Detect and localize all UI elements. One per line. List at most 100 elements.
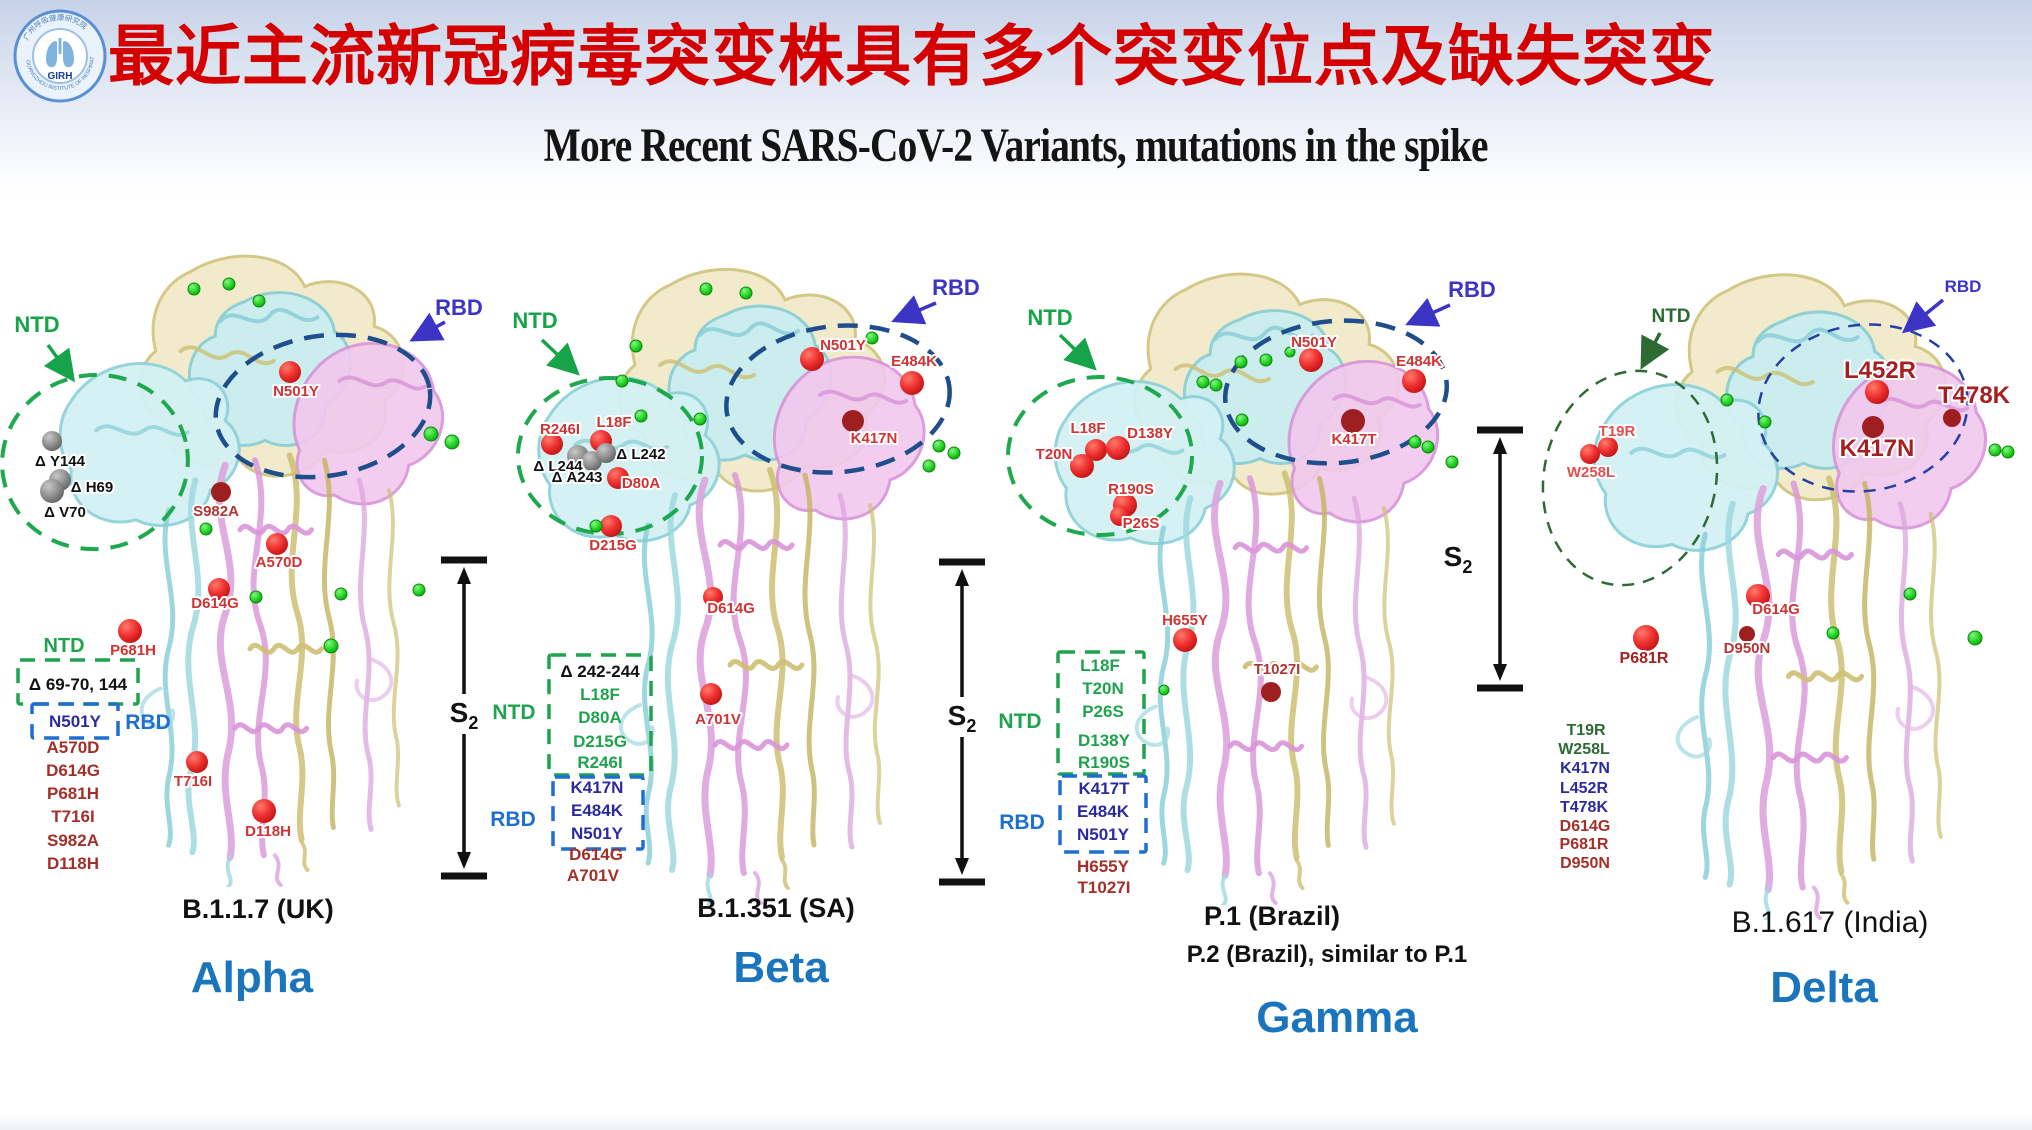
mutation-label: K417T: [1331, 431, 1376, 448]
mutation-label: D614G: [569, 845, 623, 864]
legend-rbd-box: [551, 775, 645, 851]
lungs-icon: [63, 41, 74, 68]
ntd-arrow: [1640, 332, 1670, 370]
glycan-dot: [1967, 630, 1983, 646]
mutation-sphere: [208, 578, 230, 600]
mutation-label: D614G: [191, 595, 239, 612]
ntd-arrow: [1058, 333, 1097, 371]
mutation-label: T20N: [1036, 446, 1073, 463]
variant-name: Alpha: [191, 953, 314, 1002]
mutation-sphere: [1106, 436, 1130, 460]
mutation-label: R190S: [1078, 753, 1130, 772]
mutation-label: T1027I: [1254, 661, 1301, 678]
lineage-label: P.1 (Brazil): [1204, 901, 1340, 931]
mutation-label: L452R: [1844, 357, 1916, 384]
lungs-icon: [46, 41, 57, 68]
mutation-sphere: [1865, 380, 1889, 404]
mutation-label: T716I: [174, 773, 212, 790]
mutation-label: T19R: [1566, 722, 1606, 739]
glycan-dot: [1284, 346, 1296, 358]
mutation-label: T716I: [51, 807, 94, 826]
mutation-label: T478K: [1938, 382, 2011, 409]
mutation-label: N501Y: [1077, 825, 1130, 844]
mutation-label: Δ 242-244: [560, 662, 640, 681]
mutation-label: T478K: [1560, 799, 1608, 816]
mutation-sphere: [1402, 369, 1426, 393]
mutation-label: L18F: [580, 685, 620, 704]
mutation-label: W258L: [1558, 741, 1610, 758]
glycan-dot: [1445, 455, 1459, 469]
mutation-label: Δ Y144: [35, 453, 86, 470]
mutation-label: D614G: [46, 761, 100, 780]
legend-ntd-title: NTD: [43, 635, 84, 657]
s2-label: S2: [948, 700, 977, 736]
lineage-label: B.1.1.7 (UK): [182, 894, 334, 924]
logo-inner-ring: [32, 28, 88, 84]
ntd-ellipse: [1541, 369, 1719, 587]
glycan-dot: [693, 412, 707, 426]
mutation-sphere: [1085, 439, 1107, 461]
ntd-ellipse: [1006, 375, 1194, 537]
mutation-label: D215G: [589, 537, 637, 554]
mutation-sphere: [1341, 409, 1365, 433]
legend-rbd-title: RBD: [999, 811, 1045, 834]
mutation-label: P26S: [1123, 515, 1160, 532]
glycan-dot: [323, 638, 339, 654]
glycan-dot: [1259, 353, 1273, 367]
mutation-label: P681R: [1560, 836, 1609, 853]
mutation-label: D118H: [47, 854, 99, 873]
ntd-region-label: NTD: [1027, 305, 1072, 330]
lineage-note: P.2 (Brazil), similar to P.1: [1187, 941, 1468, 968]
legend-rbd-title: RBD: [490, 808, 536, 831]
glycan-dot: [615, 374, 629, 388]
glycan-dot: [412, 583, 426, 597]
deletion-sphere: [40, 479, 64, 503]
glycan-dot: [1421, 440, 1435, 454]
glycan-dot: [589, 519, 603, 533]
glycan-dot: [865, 331, 879, 345]
mutation-label: Δ H69: [71, 479, 113, 496]
panel-beta: NTD RBD R246I L18F D80A D215G N501Y E484K K417N D…: [490, 269, 982, 992]
mutation-sphere: [1299, 348, 1323, 372]
mutation-sphere: [600, 515, 622, 537]
panel-delta: NTD RBD T19R W258L L452R T478K K417N D614G D950N…: [1541, 275, 2015, 1012]
slide-subtitle-wrap: More Recent SARS-CoV-2 Variants, mutatio…: [0, 118, 2032, 173]
glycan-dot: [629, 339, 643, 353]
mutation-sphere: [1110, 506, 1130, 526]
mutation-label: K417N: [571, 778, 624, 797]
ntd-region-label: NTD: [1651, 306, 1690, 327]
mutation-label: L18F: [1070, 420, 1105, 437]
s2-bracket: S2: [939, 558, 985, 886]
mutation-sphere: [541, 433, 563, 455]
ntd-arrow: [43, 343, 76, 383]
mutation-label: P681R: [1620, 650, 1669, 667]
mutation-sphere: [1746, 584, 1770, 608]
mutation-label: W258L: [1567, 464, 1615, 481]
glycan-dot: [699, 282, 713, 296]
legend-rbd-title: RBD: [125, 711, 171, 734]
glycan-dot: [249, 590, 263, 604]
mutation-label: P681H: [110, 642, 156, 659]
mutation-sphere: [1862, 416, 1884, 438]
mutation-label: T19R: [1599, 423, 1636, 440]
glycan-dot: [1826, 626, 1840, 640]
mutation-label: D614G: [1752, 601, 1800, 618]
mutation-label: K417N: [1560, 760, 1610, 777]
glycan-dot: [252, 294, 266, 308]
s2-bracket: S2: [441, 556, 487, 880]
mutation-label: N501Y: [49, 712, 102, 731]
mutation-sphere: [118, 619, 142, 643]
mutation-label: D138Y: [1127, 425, 1173, 442]
mutation-label: N501Y: [571, 824, 624, 843]
deletion-sphere: [596, 443, 616, 463]
mutation-sphere: [1070, 454, 1094, 478]
glycan-dot: [444, 434, 460, 450]
slide-subtitle-en: More Recent SARS-CoV-2 Variants, mutatio…: [543, 119, 1489, 172]
glycan-dot: [2001, 445, 2015, 459]
glycan-dot: [423, 426, 439, 442]
mutation-label: D614G: [707, 600, 755, 617]
mutation-label: D950N: [1724, 640, 1771, 657]
mutation-label: N501Y: [1291, 334, 1337, 351]
mutation-label: H655Y: [1077, 857, 1130, 876]
panel-gamma: NTD RBD L18F T20N D138Y R190S P26S N501Y E484K K4…: [998, 274, 1498, 1042]
